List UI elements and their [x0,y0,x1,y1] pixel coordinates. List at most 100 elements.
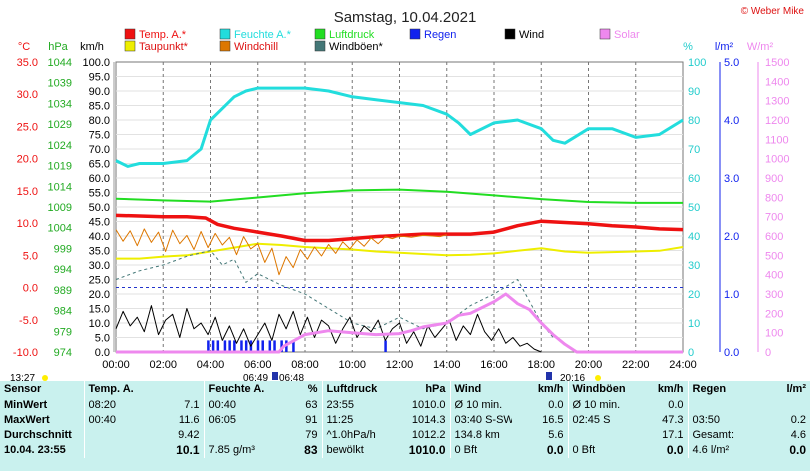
temp-tick-label: 25.0 [17,121,38,133]
wind-tick-label: 20.0 [89,289,110,301]
stats-header: Temp. A. [83,381,146,398]
series-line [115,228,447,276]
wind-tick-label: 30.0 [89,260,110,272]
wind-tick-label: 45.0 [89,217,110,229]
stats-header: l/m² [786,383,806,395]
stats-cell: 63 [305,399,318,411]
stats-header: hPa [425,383,446,395]
humidity-tick-label: 40 [688,231,700,243]
temp-tick-label: 35.0 [17,57,38,69]
stats-cell: 11.6 [178,414,200,426]
humidity-tick-label: 90 [688,86,700,98]
wind-tick-label: 15.0 [89,304,110,316]
stats-cell: 7.1 [184,399,200,411]
solar-tick-label: 700 [765,212,783,224]
temp-tick-label: 15.0 [17,186,38,198]
pressure-tick-label: 1044 [48,57,72,69]
legend-label: Wind [519,29,544,41]
moon-label: 20:16 [560,373,585,381]
humidity-tick-label: 50 [688,202,700,214]
pressure-tick-label: 984 [54,306,72,318]
pressure-tick-label: 1039 [48,78,72,90]
rain-bar [292,340,295,352]
statistics-table: Sensor Temp. A. Feuchte A. % Luftdruck h… [0,381,810,458]
humidity-tick-label: 70 [688,144,700,156]
legend-swatch [314,28,326,40]
pressure-tick-label: 1009 [48,202,72,214]
stats-header: Wind [449,381,512,398]
humidity-tick-label: 100 [688,57,706,69]
stats-cell [83,428,146,443]
rain-bar [223,340,227,352]
stats-cell: 0.0 [546,443,564,457]
rain-tick-label: 4.0 [724,115,739,127]
stats-row-min: MinWert 08:20 7.1 00:40 63 23:55 1010.0 … [0,398,810,413]
x-tick-label: 08:00 [291,359,319,371]
statistics-panel: Sensor Temp. A. Feuchte A. % Luftdruck h… [0,381,810,471]
wind-tick-label: 75.0 [89,130,110,142]
stats-cell: 79 [305,429,318,441]
wind-tick-label: 85.0 [89,101,110,113]
legend-swatch [314,40,326,52]
solar-tick-label: 1400 [765,76,789,88]
pressure-tick-label: 974 [54,347,72,359]
stats-cell: 1010.0 [411,399,446,411]
wind-tick-label: 0.0 [95,347,110,359]
stats-cell: 5.6 [548,429,564,441]
stats-cell: 9.42 [178,429,200,441]
solar-tick-label: 0 [765,347,771,359]
solar-tick-label: 400 [765,270,783,282]
stats-cell: 03:40 S-SW [449,413,512,428]
stats-cell: Ø 10 min. [567,398,634,413]
series-line [116,242,684,260]
stats-cell: 0.0 [668,399,684,411]
sunrise-marker [272,372,278,380]
stats-cell: 83 [304,443,318,457]
wind-tick-label: 50.0 [89,202,110,214]
solar-tick-label: 500 [765,250,783,262]
stats-header: Windböen [567,381,634,398]
x-tick-label: 20:00 [575,359,603,371]
wind-tick-label: 65.0 [89,159,110,171]
stats-cell: Ø 10 min. [449,398,512,413]
solar-tick-label: 600 [765,231,783,243]
x-tick-label: 10:00 [338,359,366,371]
temp-tick-label: 10.0 [17,218,38,230]
stats-cell: 0.0 [789,443,806,457]
stats-cell: 4.6 [790,429,806,441]
stats-cell: 0 Bft [449,443,512,458]
stats-header-row: Sensor Temp. A. Feuchte A. % Luftdruck h… [0,381,810,398]
solar-tick-label: 100 [765,328,783,340]
rain-tick-label: 2.0 [724,231,739,243]
legend-label: Temp. A.* [139,29,187,41]
series-line [115,250,554,338]
stats-header: km/h [537,383,564,395]
legend-label: Regen [424,29,456,41]
solar-tick-label: 300 [765,289,783,301]
rain-bar [268,340,272,352]
legend-label: Feuchte A.* [234,29,292,41]
stats-cell: 0.0 [666,443,684,457]
solar-tick-label: 1100 [765,134,789,146]
pressure-tick-label: 1034 [48,98,72,110]
stats-cell: 0 Bft [567,443,634,458]
pressure-tick-label: 994 [54,264,72,276]
rain-axis-unit: l/m² [715,41,734,53]
legend-swatch [124,28,136,40]
chart-legend: Temp. A.* Feuchte A.* Luftdruck Regen Wind So… [124,28,640,53]
stats-cell: 10.1 [176,443,200,457]
solar-tick-label: 1000 [765,154,789,166]
wind-tick-label: 95.0 [89,72,110,84]
rain-bar [273,340,276,352]
sunrise-left-label: 13:27 [10,373,35,381]
stats-cell: 17.1 [662,429,684,441]
humidity-tick-label: 20 [688,289,700,301]
wind-tick-label: 90.0 [89,86,110,98]
legend-label: Taupunkt* [139,41,189,53]
temp-tick-label: -10.0 [13,347,38,359]
pressure-tick-label: 1004 [48,223,72,235]
temp-tick-label: -5.0 [19,315,38,327]
pressure-tick-label: 979 [54,326,72,338]
stats-cell: 11:25 [321,413,388,428]
wind-tick-label: 80.0 [89,115,110,127]
